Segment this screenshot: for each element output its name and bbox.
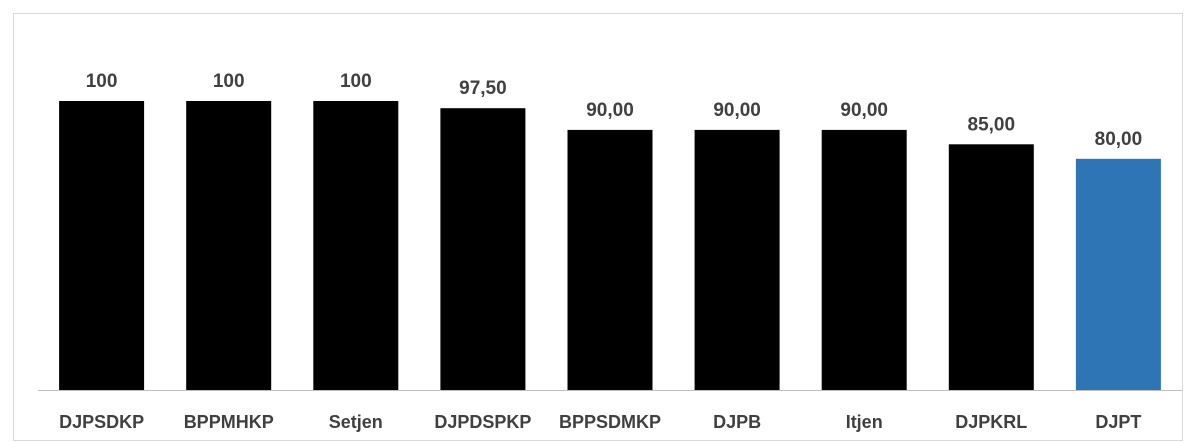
value-label-bppsdmkp: 90,00	[586, 100, 634, 121]
x-tick-label-setjen: Setjen	[329, 412, 383, 432]
x-tick-label-bppmhkp: BPPMHKP	[184, 412, 274, 432]
x-tick-label-djpt: DJPT	[1095, 412, 1141, 432]
value-label-itjen: 90,00	[840, 100, 888, 121]
bars-layer	[59, 101, 1161, 390]
bar-bppsdmkp	[567, 129, 653, 390]
bar-itjen	[821, 129, 907, 390]
x-tick-label-djpdspkp: DJPDSPKP	[434, 412, 531, 432]
value-label-djpt: 80,00	[1095, 129, 1143, 150]
bar-djpdspkp	[440, 108, 526, 390]
value-label-djpkrl: 85,00	[968, 114, 1016, 135]
tick-labels-layer: DJPSDKP BPPMHKP Setjen DJPDSPKP BPPSDMKP DJPB…	[59, 412, 1141, 432]
x-tick-label-itjen: Itjen	[846, 412, 883, 432]
x-tick-label-djpsdkp: DJPSDKP	[59, 412, 144, 432]
x-tick-label-djpb: DJPB	[713, 412, 761, 432]
bar-djpb	[694, 129, 780, 390]
value-labels-layer: 100 100 100 97,50 90,00 90,00 90,00 85,00 80,00	[86, 71, 1142, 150]
x-tick-label-bppsdmkp: BPPSDMKP	[559, 412, 661, 432]
bar-bppmhkp	[186, 101, 272, 390]
value-label-djpb: 90,00	[713, 100, 761, 121]
bar-djpt	[1075, 158, 1161, 390]
bar-djpsdkp	[59, 101, 145, 390]
x-tick-label-djpkrl: DJPKRL	[955, 412, 1027, 432]
bar-setjen	[313, 101, 399, 390]
value-label-setjen: 100	[340, 71, 372, 92]
value-label-djpdspkp: 97,50	[459, 78, 507, 99]
value-label-bppmhkp: 100	[213, 71, 245, 92]
value-label-djpsdkp: 100	[86, 71, 118, 92]
bar-djpkrl	[948, 144, 1034, 390]
